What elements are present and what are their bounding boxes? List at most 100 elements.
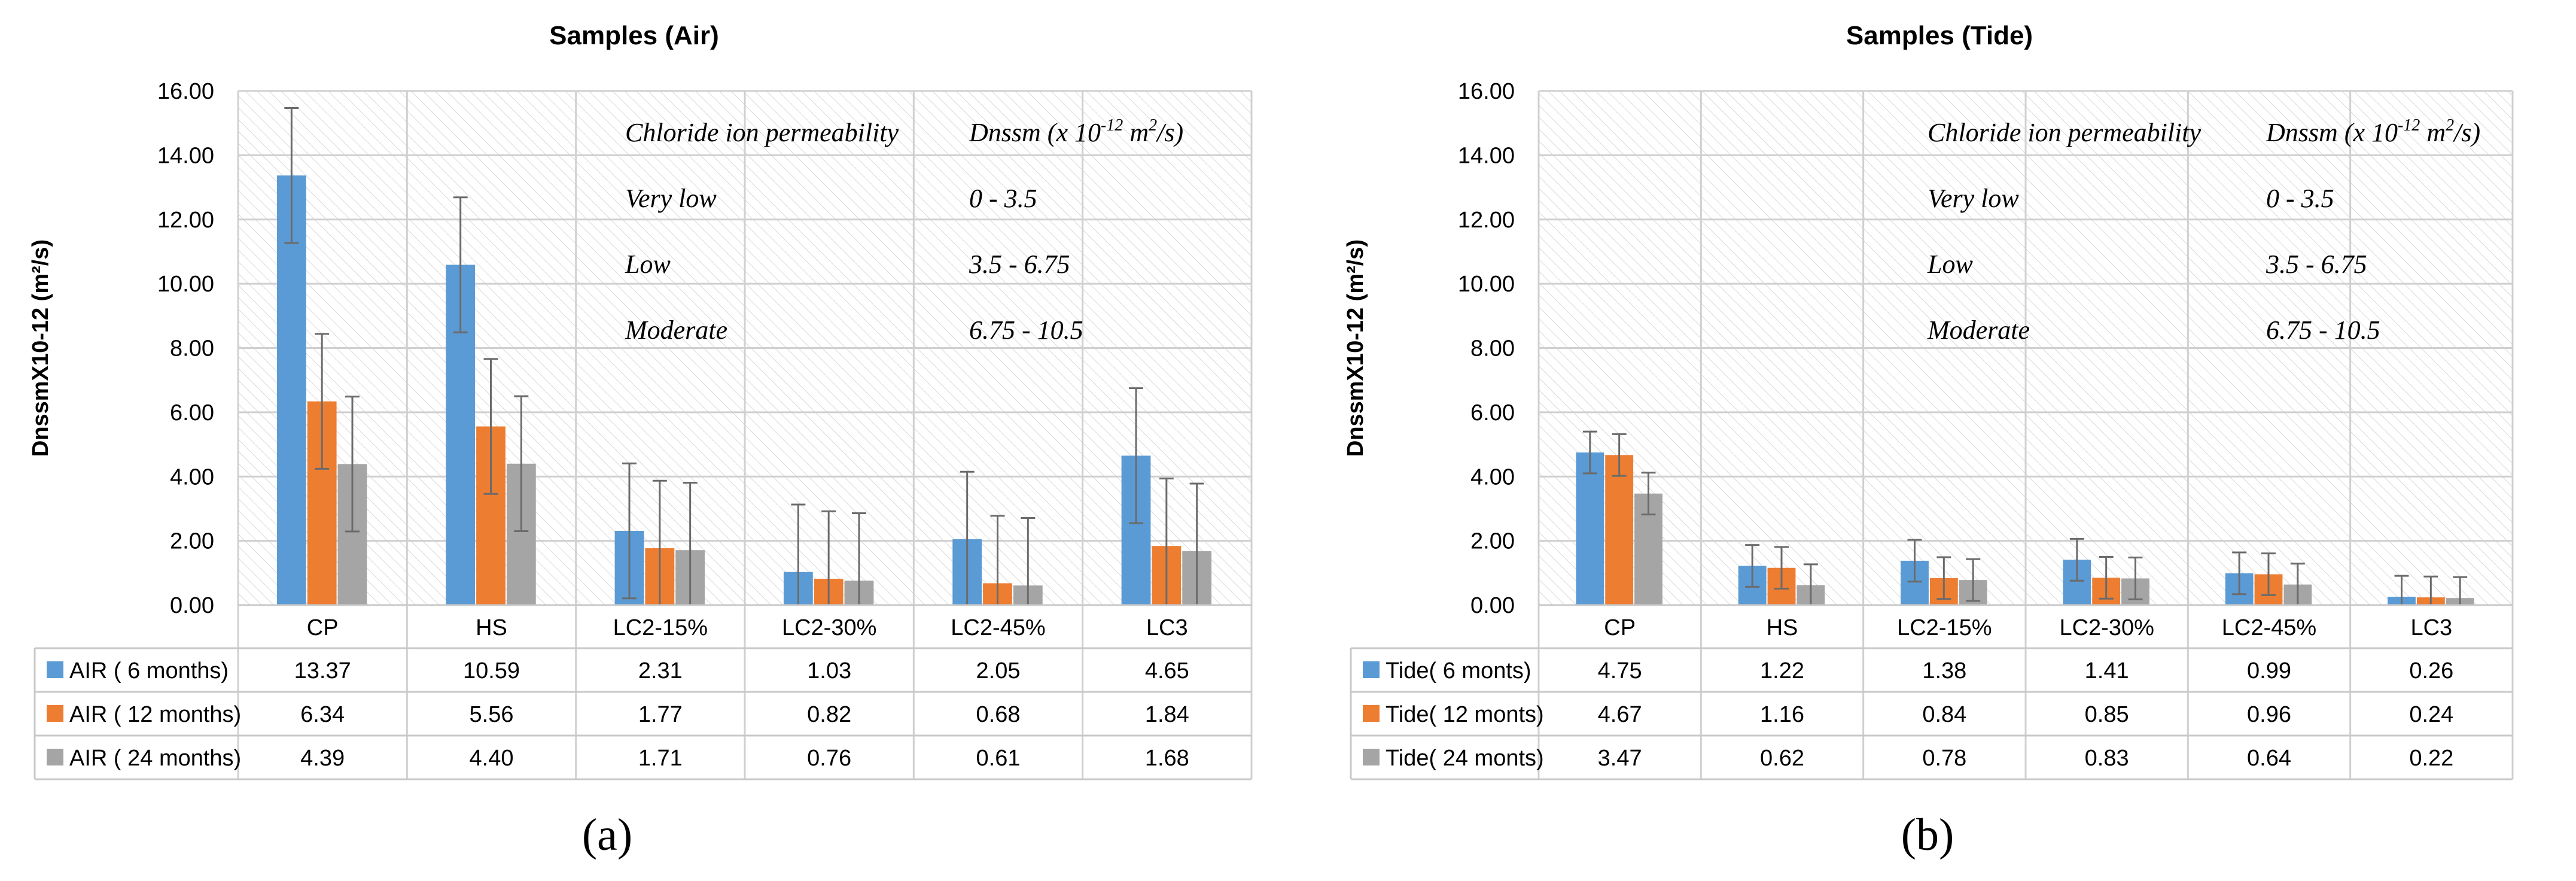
y-tick-label: 0.00: [1470, 593, 1515, 618]
legend-label: Tide( 24 monts): [1386, 746, 1544, 771]
annotation-class-label: Moderate: [1927, 315, 2030, 345]
annotation-header-sup: 2: [2446, 116, 2454, 135]
annotation-class-range: 0 - 3.5: [2266, 184, 2334, 213]
data-label: 1.71: [638, 746, 683, 771]
y-tick-label: 16.00: [157, 79, 214, 104]
data-label: 0.85: [2085, 702, 2129, 727]
x-tick-label: LC2-15%: [1897, 615, 1992, 640]
data-label: 0.84: [1922, 702, 1966, 727]
y-tick-label: 4.00: [1470, 464, 1515, 490]
x-tick-label: CP: [307, 615, 339, 640]
legend-swatch: [1363, 661, 1380, 678]
y-tick-label: 10.00: [1458, 272, 1515, 297]
chart-title: Samples (Tide): [1846, 21, 2033, 50]
y-tick-label: 10.00: [157, 272, 214, 297]
x-tick-label: LC2-30%: [782, 615, 876, 640]
data-label: 2.31: [638, 658, 683, 683]
data-label: 0.62: [1760, 746, 1804, 771]
legend-label: Tide( 12 monts): [1386, 702, 1544, 727]
y-tick-label: 2.00: [170, 529, 214, 554]
legend-swatch: [1363, 705, 1380, 722]
data-label: 1.84: [1145, 702, 1189, 727]
x-tick-label: CP: [1604, 615, 1636, 640]
data-label: 0.82: [807, 702, 851, 727]
legend-label: Tide( 6 monts): [1386, 658, 1531, 683]
data-label: 2.05: [976, 658, 1021, 683]
data-label: 4.67: [1598, 702, 1642, 727]
annotation-class-label: Low: [625, 250, 671, 279]
annotation-class-range: 3.5 - 6.75: [969, 250, 1070, 279]
annotation-class-label: Very low: [625, 184, 717, 213]
y-tick-label: 14.00: [1458, 143, 1515, 168]
annotation-header-part: /s): [1155, 118, 1183, 147]
data-label: 5.56: [470, 702, 514, 727]
data-label: 1.16: [1760, 702, 1804, 727]
annotation-header-permeability: Chloride ion permeability: [1928, 118, 2202, 147]
data-label: 0.64: [2247, 746, 2291, 771]
annotation-header-sup: 2: [1149, 116, 1157, 135]
y-tick-label: 6.00: [1470, 400, 1515, 426]
x-tick-label: LC3: [2410, 615, 2452, 640]
data-label: 10.59: [463, 658, 520, 683]
legend-swatch: [47, 661, 63, 678]
data-label: 0.61: [976, 746, 1021, 771]
data-label: 1.41: [2085, 658, 2129, 683]
y-tick-label: 8.00: [1470, 336, 1515, 361]
annotation-class-label: Low: [1927, 250, 1973, 279]
data-label: 13.37: [294, 658, 351, 683]
data-label: 3.47: [1598, 746, 1642, 771]
x-tick-label: HS: [1767, 615, 1798, 640]
y-tick-label: 4.00: [170, 464, 214, 490]
chart-tide: Samples (Tide) 0.00 2.00 4.00 6.00 8.00 10.00 1…: [1343, 21, 2514, 860]
legend-label: AIR ( 24 months): [69, 746, 241, 771]
bar: [1576, 452, 1604, 605]
annotation-class-label: Very low: [1928, 184, 2019, 213]
data-label: 0.24: [2409, 702, 2453, 727]
data-label: 0.83: [2085, 746, 2129, 771]
data-label: 4.65: [1145, 658, 1189, 683]
data-label: 0.26: [2409, 658, 2453, 683]
bar: [276, 175, 306, 605]
panel-label: (a): [582, 810, 632, 860]
annotation-header-part: m: [2420, 118, 2446, 147]
x-tick-label: LC2-45%: [951, 615, 1045, 640]
annotation-class-range: 0 - 3.5: [969, 184, 1037, 213]
annotation-header-permeability: Chloride ion permeability: [625, 118, 899, 147]
data-label: 4.39: [300, 746, 345, 771]
annotation-header-part: /s): [2452, 118, 2480, 147]
data-label: 1.03: [807, 658, 851, 683]
data-label: 4.40: [470, 746, 514, 771]
data-label: 0.99: [2247, 658, 2291, 683]
y-tick-label: 12.00: [1458, 208, 1515, 233]
data-label: 1.22: [1760, 658, 1804, 683]
data-label: 0.78: [1922, 746, 1966, 771]
y-tick-label: 12.00: [157, 208, 214, 233]
data-label: 1.68: [1145, 746, 1189, 771]
data-label: 0.96: [2247, 702, 2291, 727]
annotation-class-label: Moderate: [625, 315, 727, 345]
legend-swatch: [1363, 749, 1380, 765]
chart-air: Samples (Air) 0.00 2.00 4.00 6.00 8.00 10.00 12…: [28, 21, 1253, 860]
legend-swatch: [47, 749, 63, 765]
data-label: 6.34: [300, 702, 345, 727]
y-tick-label: 8.00: [170, 336, 214, 361]
legend-label: AIR ( 6 months): [69, 658, 229, 683]
legend-label: AIR ( 12 months): [69, 702, 241, 727]
annotation-class-range: 6.75 - 10.5: [2266, 315, 2380, 345]
annotation-class-range: 3.5 - 6.75: [2266, 250, 2367, 279]
y-tick-label: 16.00: [1458, 79, 1515, 104]
data-label: 4.75: [1598, 658, 1642, 683]
y-tick-label: 0.00: [170, 593, 214, 618]
annotation-header-dnssm: Dnssm (x 10-12 m2/s): [969, 116, 1183, 147]
y-axis-label: DnssmX10-12 (m²/s): [1343, 239, 1368, 457]
y-tick-label: 14.00: [157, 143, 214, 168]
annotation-header-sup: -12: [2398, 116, 2420, 135]
y-tick-label: 6.00: [170, 400, 214, 426]
annotation-header-part: Dnssm (x 10: [969, 118, 1101, 147]
data-label: 0.68: [976, 702, 1021, 727]
data-label: 1.38: [1922, 658, 1966, 683]
bar: [1605, 455, 1634, 605]
annotation-header-sup: -12: [1101, 116, 1123, 135]
annotation-header-part: m: [1123, 118, 1149, 147]
